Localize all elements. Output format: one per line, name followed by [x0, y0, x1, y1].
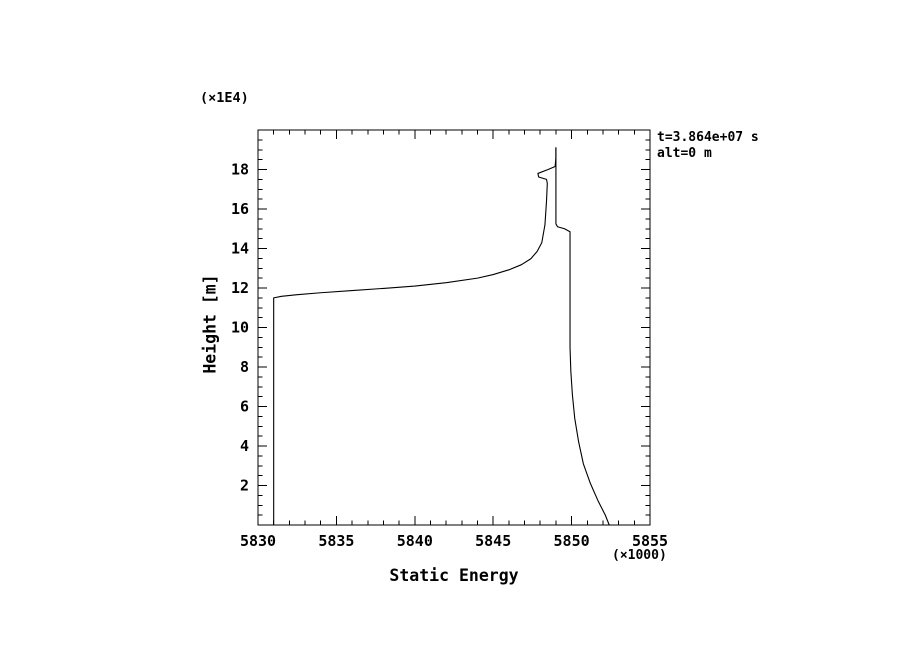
y-tick-label: 18 — [231, 161, 249, 179]
y-tick-label: 16 — [231, 200, 249, 218]
x-tick-label: 5845 — [475, 532, 511, 550]
x-tick-label: 5840 — [397, 532, 433, 550]
y-tick-label: 4 — [240, 437, 249, 455]
y-tick-label: 12 — [231, 279, 249, 297]
x-tick-label: 5855 — [632, 532, 668, 550]
annotation-time: t=3.864e+07 s — [657, 130, 759, 145]
x-axis-title: Static Energy — [389, 566, 519, 585]
x-tick-label: 5830 — [240, 532, 276, 550]
y-tick-label: 6 — [240, 398, 249, 416]
series-profile-branch-2 — [555, 147, 610, 526]
x-tick-label: 5850 — [554, 532, 590, 550]
y-tick-label: 8 — [240, 358, 249, 376]
annotation-altitude: alt=0 m — [657, 146, 712, 161]
y-tick-label: 10 — [231, 319, 249, 337]
y-axis-scale-label: (×1E4) — [200, 90, 249, 106]
x-axis-scale-label: (×1000) — [612, 548, 667, 563]
x-tick-label: 5835 — [318, 532, 354, 550]
y-axis-title: Height [m] — [200, 274, 220, 374]
y-tick-label: 14 — [231, 240, 249, 258]
series-profile-branch-1 — [273, 147, 557, 526]
y-tick-label: 2 — [240, 477, 249, 495]
plot-frame — [257, 129, 651, 526]
